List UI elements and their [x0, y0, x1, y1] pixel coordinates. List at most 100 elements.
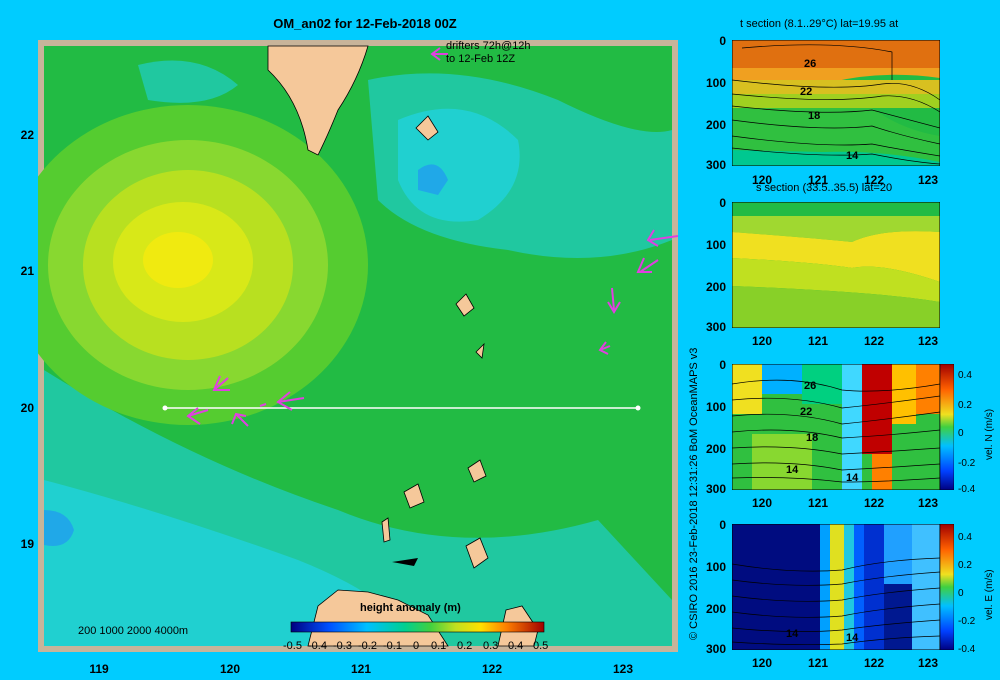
colorbar-title: height anomaly (m): [360, 602, 461, 614]
colorbar-tick: 0.3: [483, 640, 499, 652]
positive-anomaly-eddy: [143, 232, 213, 288]
section-endpoint: [635, 405, 641, 411]
colorbar-tick: -0.4: [958, 484, 976, 495]
depth-tick: 100: [705, 400, 726, 414]
contour-label: 14: [846, 472, 859, 484]
depth-tick: 200: [705, 602, 726, 616]
colorbar-tick: -0.4: [958, 644, 976, 655]
lon-tick: 119: [89, 662, 109, 676]
salinity-section: [732, 202, 940, 328]
velocity-east-section: [732, 524, 940, 650]
map-title: OM_an02 for 12-Feb-2018 00Z: [273, 16, 457, 31]
contour-label: 14: [786, 464, 799, 476]
lon-tick: 123: [917, 334, 939, 348]
depth-tick: 200: [705, 280, 726, 294]
colorbar-tick: 0.2: [457, 640, 473, 652]
lon-tick: 121: [350, 662, 372, 676]
temperature-section: [732, 40, 940, 166]
credit-text: © CSIRO 2016 23-Feb-2018 12:31:26 BoM Oc…: [688, 347, 700, 640]
colorbar-tick: 0.5: [533, 640, 549, 652]
lon-tick: 120: [219, 662, 241, 676]
lon-tick: 120: [751, 173, 773, 187]
island: [415, 115, 439, 141]
depth-tick: 0: [719, 358, 726, 372]
colorbar-tick: 0.4: [508, 640, 524, 652]
lat-tick: 20: [20, 401, 34, 415]
drifter-legend-line: to 12-Feb 12Z: [446, 53, 516, 65]
lon-tick: 122: [863, 656, 885, 670]
contour-label: 18: [808, 110, 821, 122]
colorbar-tick: -0.1: [383, 640, 402, 652]
contour-label: 26: [804, 380, 817, 392]
lon-tick: 121: [807, 656, 829, 670]
negative-anomaly-region: [44, 510, 74, 546]
lon-tick: 123: [612, 662, 634, 676]
colorbar-tick: 0.2: [958, 560, 972, 571]
section-endpoint: [162, 405, 168, 411]
depth-tick: 0: [719, 518, 726, 532]
lon-tick: 121: [807, 173, 829, 187]
depth-tick: 100: [705, 238, 726, 252]
island: [403, 483, 425, 509]
depth-tick: 300: [705, 642, 726, 656]
contour-label: 14: [846, 150, 859, 162]
colorbar-tick: -0.3: [333, 640, 352, 652]
depth-tick: 200: [705, 118, 726, 132]
colorbar-tick: -0.2: [958, 616, 976, 627]
contour-label: 22: [800, 406, 813, 418]
colorbar-tick-labels: -0.5 -0.4 -0.3 -0.2 -0.1 0 0.1 0.2 0.3 0…: [283, 640, 553, 654]
island: [381, 517, 391, 543]
colorbar-tick: 0.2: [958, 400, 972, 411]
lon-tick: 122: [863, 496, 885, 510]
colorbar-tick: 0: [958, 428, 964, 439]
colorbar-tick: 0: [958, 588, 964, 599]
negative-anomaly-region: [138, 60, 238, 103]
lon-tick: 120: [751, 334, 773, 348]
island: [467, 459, 487, 483]
depth-tick: 0: [719, 34, 726, 48]
island: [392, 558, 418, 566]
contour-label: 22: [800, 86, 813, 98]
lon-tick: 120: [751, 656, 773, 670]
colorbar-tick: 0.4: [958, 370, 972, 381]
colorbar-title: vel. N (m/s): [984, 408, 995, 460]
island: [475, 342, 485, 359]
lon-tick: 121: [807, 334, 829, 348]
contour-label: 18: [806, 432, 819, 444]
colorbar-tick: -0.4: [308, 640, 327, 652]
lon-tick: 123: [917, 656, 939, 670]
drifter-legend-line: drifters 72h@12h: [446, 40, 531, 52]
lon-tick: 121: [807, 496, 829, 510]
lon-tick: 122: [863, 173, 885, 187]
lat-tick: 19: [20, 537, 34, 551]
depth-tick: 200: [705, 442, 726, 456]
velocity-east-colorbar: [940, 524, 954, 650]
colorbar-tick: -0.2: [958, 458, 976, 469]
lon-tick: 120: [751, 496, 773, 510]
depth-legend: 200 1000 2000 4000m: [78, 625, 189, 637]
colorbar-tick: -0.5: [283, 640, 302, 652]
colorbar-tick: 0: [413, 640, 420, 652]
colorbar-tick: 0.1: [431, 640, 447, 652]
panel-title: t section (8.1..29°C) lat=19.95 at: [740, 18, 899, 30]
depth-tick: 0: [719, 196, 726, 210]
depth-tick: 300: [705, 320, 726, 334]
height-anomaly-colorbar: [290, 621, 545, 633]
drifter-legend: drifters 72h@12h to 12-Feb 12Z: [446, 40, 531, 66]
lat-tick: 21: [20, 264, 34, 278]
depth-tick: 300: [705, 482, 726, 496]
negative-anomaly-region: [418, 164, 448, 195]
contour-label: 26: [804, 58, 817, 70]
velocity-north-colorbar: [940, 364, 954, 490]
contour-label: 14: [846, 632, 859, 644]
colorbar-tick: 0.4: [958, 532, 972, 543]
lon-tick: 122: [863, 334, 885, 348]
panel-title: s section (33.5..35.5) lat=20: [756, 182, 893, 194]
colorbar-tick: -0.2: [358, 640, 377, 652]
depth-tick: 100: [705, 560, 726, 574]
island: [455, 293, 475, 317]
depth-tick: 300: [705, 158, 726, 172]
lon-tick: 122: [481, 662, 503, 676]
colorbar-title: vel. E (m/s): [984, 569, 995, 620]
lon-tick: 123: [917, 173, 939, 187]
